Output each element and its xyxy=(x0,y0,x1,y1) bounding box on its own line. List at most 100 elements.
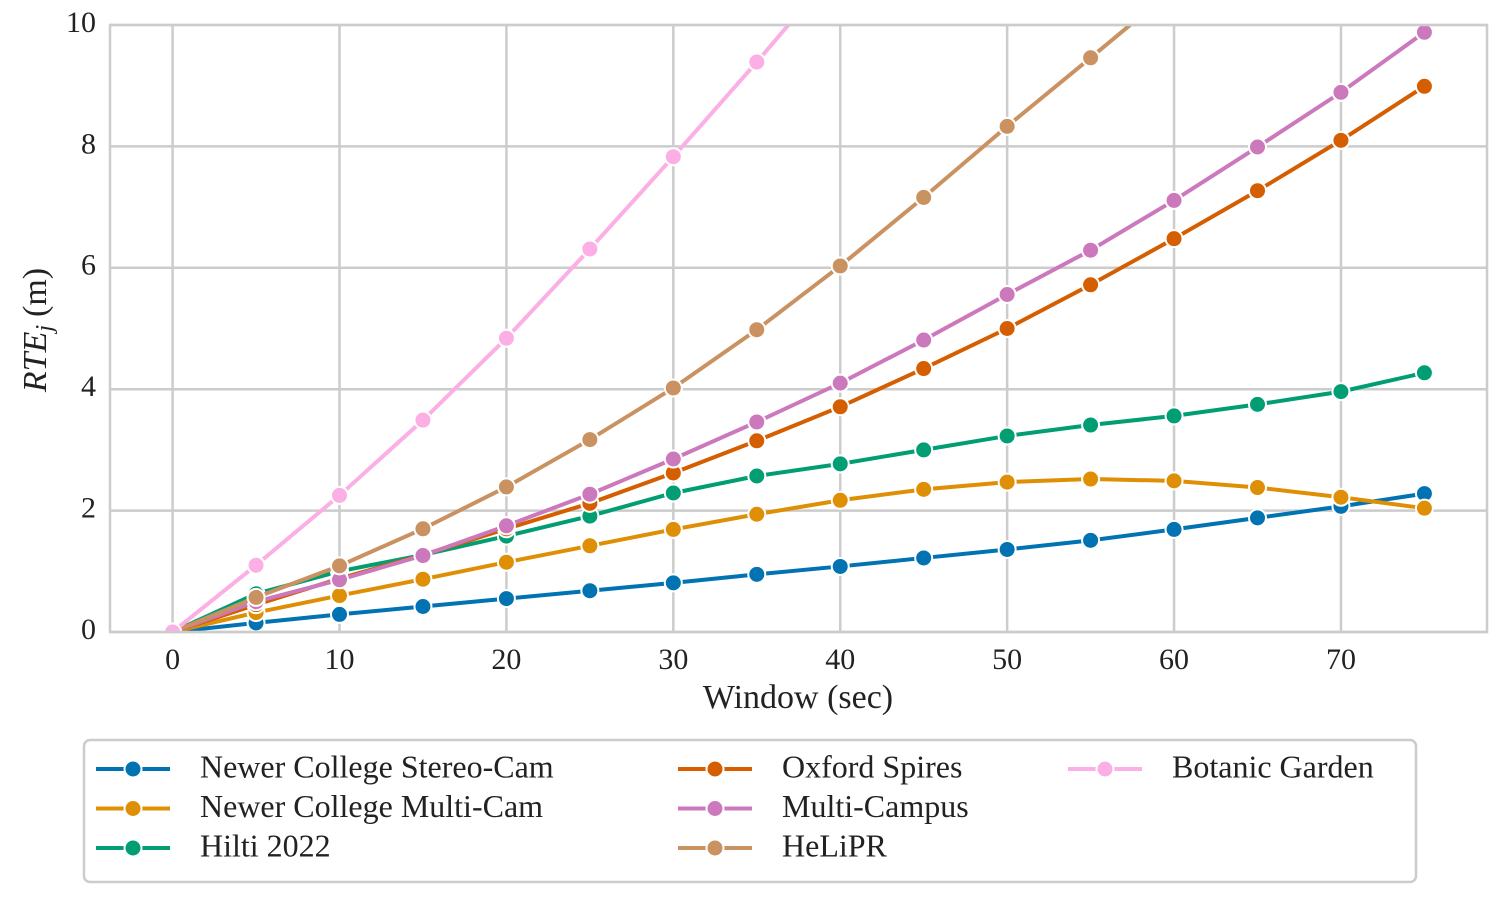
legend: Newer College Stereo-Cam Newer College Mu… xyxy=(82,738,1418,884)
marker xyxy=(747,466,767,486)
marker xyxy=(914,548,934,568)
marker xyxy=(830,556,850,576)
marker xyxy=(1164,229,1184,249)
x-tick-label: 70 xyxy=(1326,643,1356,676)
marker xyxy=(997,285,1017,305)
marker xyxy=(580,239,600,259)
legend-box xyxy=(82,738,1418,884)
marker xyxy=(747,52,767,72)
legend-label: Oxford Spires xyxy=(782,748,962,784)
y-label-main: RTE xyxy=(17,331,54,393)
marker xyxy=(413,519,433,539)
marker xyxy=(663,483,683,503)
legend-marker xyxy=(123,759,143,779)
marker xyxy=(1331,130,1351,150)
marker xyxy=(413,546,433,566)
marker xyxy=(747,320,767,340)
legend-marker xyxy=(123,838,143,858)
marker xyxy=(246,587,266,607)
x-axis-label: Window (sec) xyxy=(703,679,893,716)
marker xyxy=(580,581,600,601)
marker xyxy=(580,536,600,556)
marker xyxy=(496,589,516,609)
series-line xyxy=(171,84,1426,632)
marker xyxy=(413,569,433,589)
y-label-sub: j xyxy=(32,325,58,335)
x-tick-label: 10 xyxy=(325,643,355,676)
legend-label: Newer College Stereo-Cam xyxy=(200,748,554,784)
marker xyxy=(1248,478,1267,498)
marker xyxy=(496,516,516,536)
marker xyxy=(914,359,934,379)
marker xyxy=(1331,382,1351,402)
marker xyxy=(413,597,433,617)
marker xyxy=(747,431,767,451)
x-tick-label: 60 xyxy=(1159,643,1189,676)
legend-label: Hilti 2022 xyxy=(200,827,331,863)
marker xyxy=(1164,471,1184,491)
marker xyxy=(1164,519,1184,539)
marker xyxy=(914,479,934,499)
marker xyxy=(1081,469,1101,489)
y-tick-label: 8 xyxy=(81,127,96,160)
marker xyxy=(1081,530,1101,550)
marker xyxy=(830,256,850,276)
legend-label: HeLiPR xyxy=(782,827,888,863)
marker xyxy=(580,430,600,450)
marker xyxy=(1414,498,1434,518)
marker xyxy=(997,426,1017,446)
marker xyxy=(1081,48,1101,68)
x-tick-label: 40 xyxy=(825,643,855,676)
marker xyxy=(246,555,266,575)
marker xyxy=(1081,240,1101,260)
x-tick-label: 50 xyxy=(992,643,1022,676)
ticks: 0 10 20 30 40 50 60 70 0 2 4 6 8 10 xyxy=(66,6,1356,676)
marker xyxy=(914,440,934,460)
legend-label: Botanic Garden xyxy=(1172,748,1374,784)
marker xyxy=(747,504,767,524)
legend-marker xyxy=(705,799,725,818)
legend-marker xyxy=(123,799,143,818)
y-tick-label: 10 xyxy=(66,6,96,39)
marker xyxy=(330,604,349,624)
y-tick-label: 6 xyxy=(81,249,96,282)
marker xyxy=(1164,406,1184,426)
marker xyxy=(914,330,934,350)
marker xyxy=(1164,190,1184,210)
marker xyxy=(747,564,767,584)
y-tick-label: 2 xyxy=(81,491,96,524)
marker xyxy=(1414,76,1434,96)
marker xyxy=(330,556,349,576)
marker xyxy=(663,147,683,167)
legend-label: Newer College Multi-Cam xyxy=(200,788,543,824)
y-tick-label: 4 xyxy=(81,370,96,403)
y-label-unit: (m) xyxy=(17,268,54,317)
marker xyxy=(413,410,433,430)
series-line xyxy=(172,477,1425,632)
x-tick-label: 0 xyxy=(165,643,180,676)
marker xyxy=(747,412,767,432)
marker xyxy=(914,187,934,207)
x-tick-label: 20 xyxy=(491,643,521,676)
marker xyxy=(1248,181,1267,201)
marker xyxy=(1081,275,1101,295)
marker xyxy=(496,477,516,497)
marker xyxy=(1331,487,1351,507)
series-line xyxy=(171,30,1426,632)
grid xyxy=(110,23,1487,634)
marker xyxy=(163,622,183,632)
marker xyxy=(1248,394,1267,414)
marker xyxy=(1414,25,1434,42)
marker xyxy=(580,484,600,504)
series-line xyxy=(171,370,1425,632)
marker xyxy=(663,519,683,539)
marker xyxy=(330,485,349,505)
plot-frame xyxy=(108,23,1489,634)
marker xyxy=(997,539,1017,559)
legend-marker xyxy=(1095,759,1115,779)
marker xyxy=(997,319,1017,338)
marker xyxy=(997,116,1017,136)
marker xyxy=(1081,415,1101,435)
legend-label: Multi-Campus xyxy=(782,788,969,824)
